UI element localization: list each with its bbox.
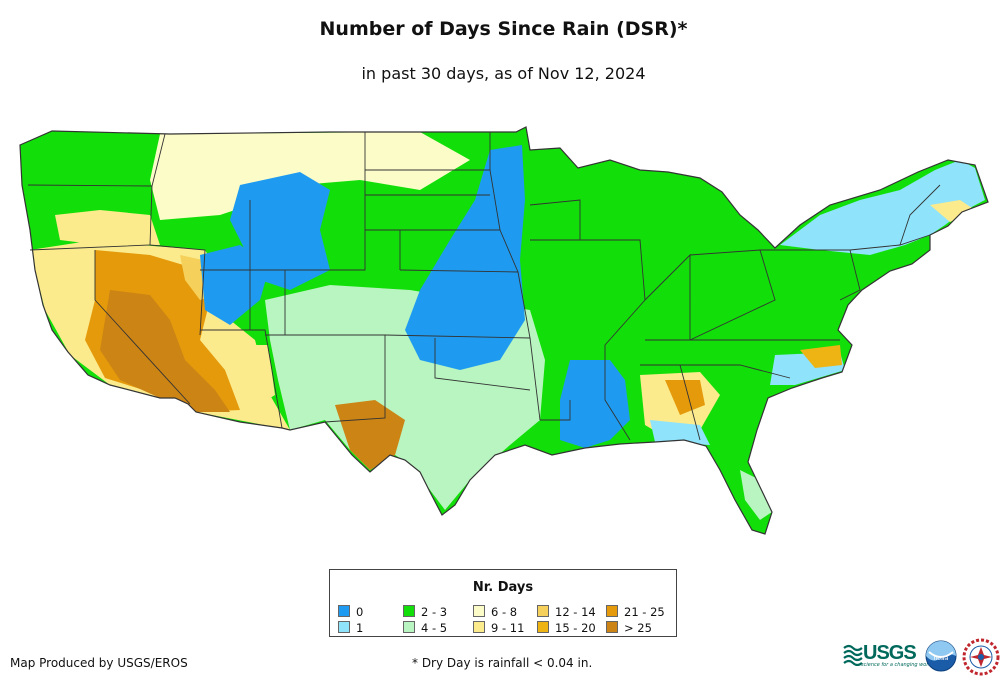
legend-label: > 25 xyxy=(624,621,652,635)
legend-item: 12 - 14 xyxy=(537,605,596,618)
legend-swatch xyxy=(606,621,618,633)
region-0-days xyxy=(560,360,630,448)
legend-item: 6 - 8 xyxy=(473,605,517,618)
legend-item: 21 - 25 xyxy=(606,605,665,618)
region-9-11-days xyxy=(930,200,975,222)
state-boundaries xyxy=(27,132,941,441)
usgs-wordmark: USGS xyxy=(863,642,917,664)
nws-logo xyxy=(962,638,1000,676)
legend-item: 1 xyxy=(338,621,363,634)
region-0-days xyxy=(200,245,270,325)
region-9-11-days xyxy=(55,210,160,245)
legend-swatch xyxy=(403,605,415,617)
usgs-wave-icon xyxy=(843,644,863,666)
legend-label: 12 - 14 xyxy=(555,605,596,619)
legend-label: 21 - 25 xyxy=(624,605,665,619)
legend-label: 0 xyxy=(356,605,364,619)
legend-item: 15 - 20 xyxy=(537,621,596,634)
region-9-11-days xyxy=(228,345,275,410)
region-1-day xyxy=(780,160,985,255)
dry-day-footnote: * Dry Day is rainfall < 0.04 in. xyxy=(412,656,593,670)
legend-swatch xyxy=(338,605,350,617)
map-credit: Map Produced by USGS/EROS xyxy=(10,656,188,670)
region-6-8-days xyxy=(150,132,470,220)
region-over-25-days xyxy=(335,400,405,470)
legend-swatch xyxy=(338,621,350,633)
legend-swatch xyxy=(473,621,485,633)
legend-label: 9 - 11 xyxy=(491,621,525,635)
legend-item: > 25 xyxy=(606,621,652,634)
noaa-text: noaa xyxy=(934,655,949,662)
legend-label: 1 xyxy=(356,621,364,635)
usgs-tagline: science for a changing world xyxy=(861,662,933,668)
legend-label: 6 - 8 xyxy=(491,605,518,619)
legend-item: 0 xyxy=(338,605,363,618)
region-over-25-days xyxy=(100,290,230,412)
legend-item: 9 - 11 xyxy=(473,621,524,634)
legend-label: 15 - 20 xyxy=(555,621,596,635)
country-outline xyxy=(19,126,989,535)
region-1-day xyxy=(650,420,710,445)
legend-label: 2 - 3 xyxy=(421,605,448,619)
legend-swatch xyxy=(537,621,549,633)
usgs-logo: USGS science for a changing world xyxy=(843,642,933,668)
map-subtitle: in past 30 days, as of Nov 12, 2024 xyxy=(361,64,646,83)
legend-item: 4 - 5 xyxy=(403,621,447,634)
legend-item: 2 - 3 xyxy=(403,605,447,618)
region-21-25-days xyxy=(665,380,705,415)
legend-swatch xyxy=(537,605,549,617)
legend-swatch xyxy=(403,621,415,633)
legend-label: 4 - 5 xyxy=(421,621,448,635)
legend-swatch xyxy=(473,605,485,617)
legend-title: Nr. Days xyxy=(472,580,534,595)
region-15-20-days xyxy=(800,345,842,368)
legend-swatch xyxy=(606,605,618,617)
map-title: Number of Days Since Rain (DSR)* xyxy=(319,18,688,40)
noaa-logo: noaa xyxy=(925,640,957,672)
region-4-5-days xyxy=(740,470,772,520)
legend: Nr. Days 0 1 2 - 3 4 - 5 6 - 8 9 - 11 12… xyxy=(329,569,677,637)
rain-day-regions xyxy=(20,127,988,534)
